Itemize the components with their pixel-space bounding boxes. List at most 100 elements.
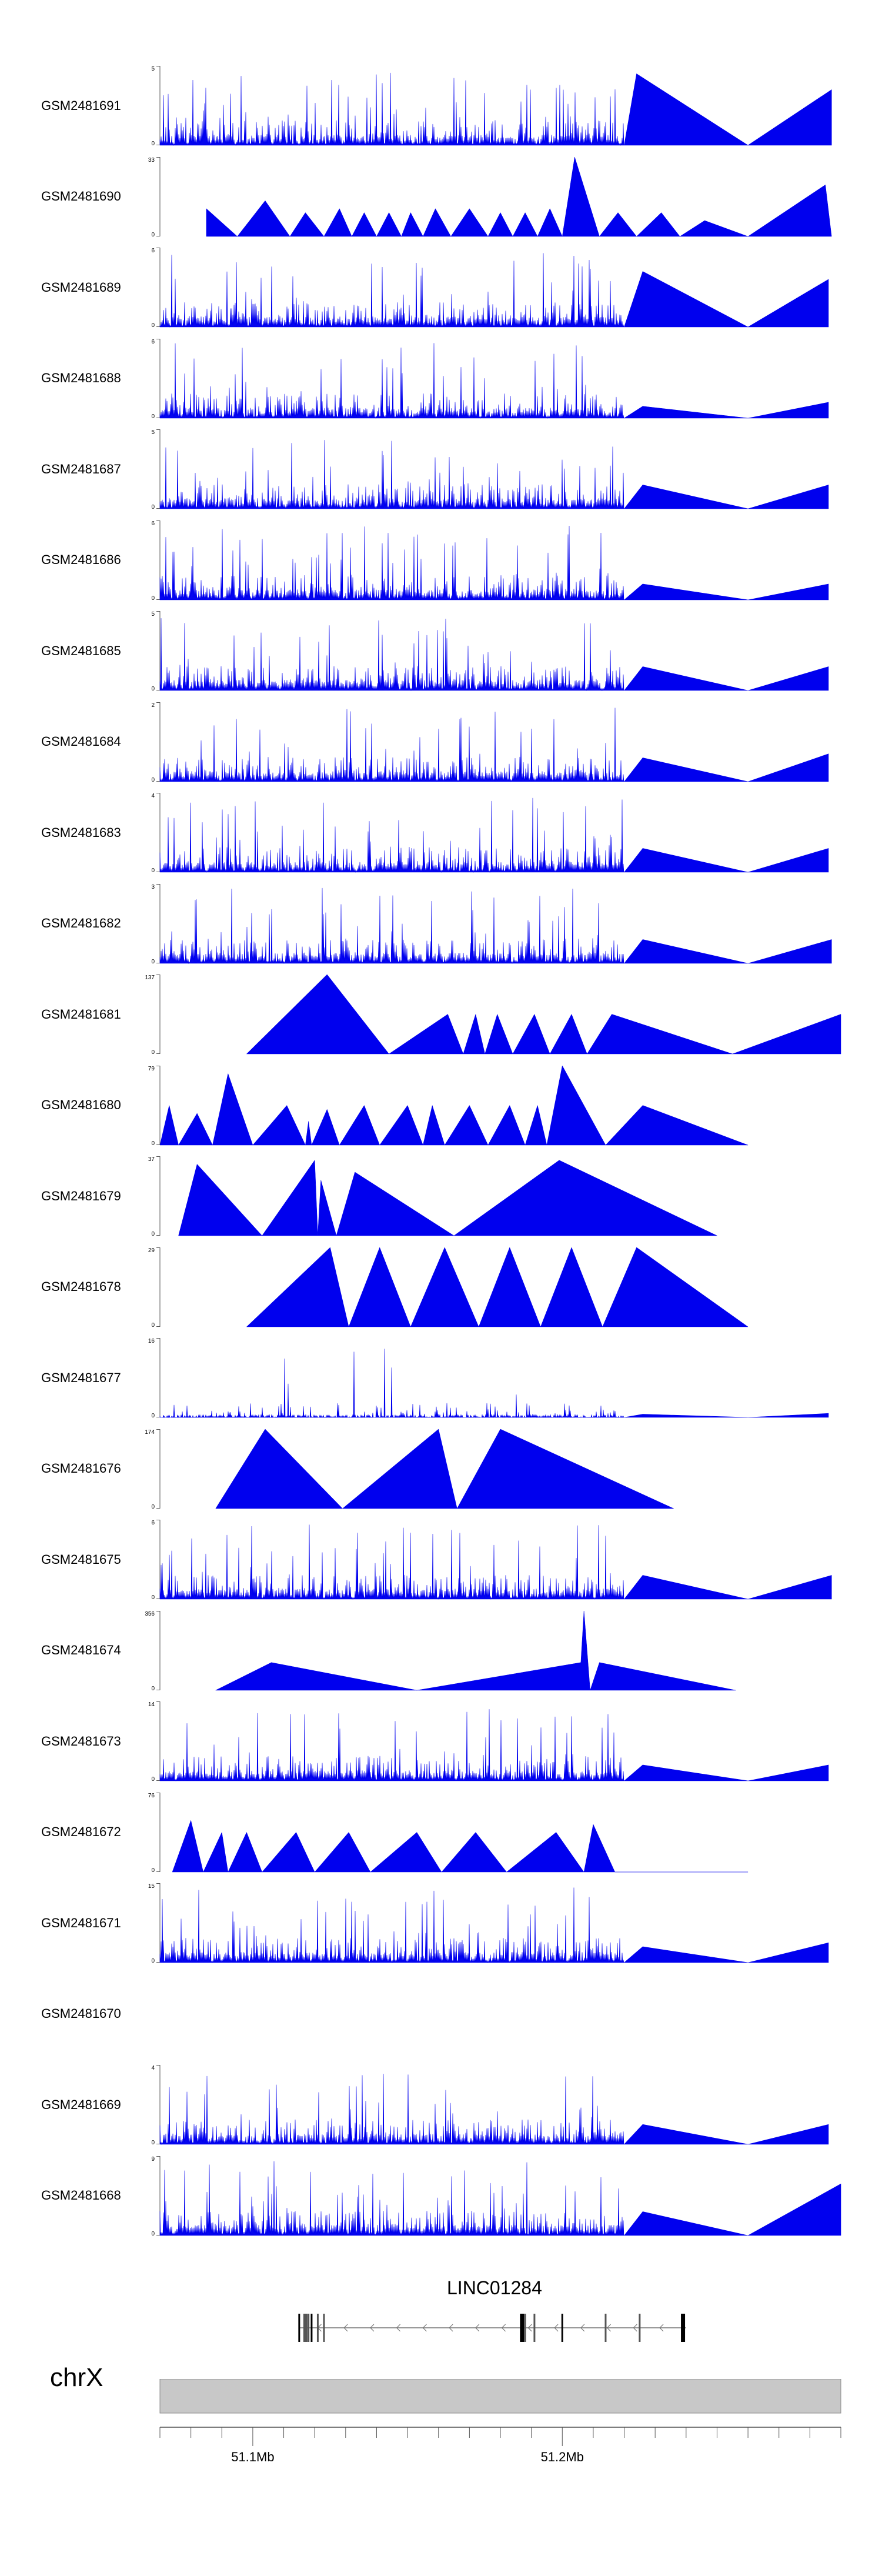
- y-max-label: 5: [151, 429, 155, 436]
- x-tick-label: 51.1Mb: [231, 2450, 274, 2464]
- coverage-area: [159, 798, 829, 873]
- track-label: GSM2481679: [41, 1188, 121, 1203]
- coverage-area: [159, 2161, 841, 2235]
- track-plot: 33 0: [148, 156, 832, 238]
- y-min-label: 0: [151, 595, 155, 602]
- y-min-label: 0: [151, 867, 155, 874]
- gene-exon: [323, 2314, 325, 2342]
- y-min-label: 0: [151, 1594, 155, 1601]
- gene-exon: [310, 2314, 313, 2342]
- track-label: GSM2481676: [41, 1461, 121, 1476]
- track-plot: 16 0: [148, 1338, 829, 1419]
- track-label: GSM2481672: [41, 1824, 121, 1839]
- coverage-area: [172, 1819, 749, 1873]
- gene-exon: [303, 2314, 308, 2342]
- y-max-label: 16: [148, 1338, 155, 1344]
- y-max-label: 15: [148, 1883, 155, 1890]
- coverage-area: [159, 1349, 829, 1419]
- gene-exon: [316, 2314, 319, 2342]
- y-max-label: 37: [148, 1156, 155, 1163]
- track-plot: 79 0: [148, 1065, 749, 1147]
- y-min-label: 0: [151, 1140, 155, 1147]
- coverage-area: [159, 440, 829, 509]
- track-label: GSM2481685: [41, 643, 121, 658]
- y-max-label: 4: [151, 2065, 155, 2071]
- y-min-label: 0: [151, 959, 155, 965]
- y-max-label: 9: [151, 2156, 155, 2163]
- y-min-label: 0: [151, 1958, 155, 1964]
- track-label: GSM2481682: [41, 916, 121, 930]
- strand-arrow: [633, 2324, 637, 2332]
- x-tick-label: 51.2Mb: [541, 2450, 584, 2464]
- y-min-label: 0: [151, 504, 155, 510]
- y-max-label: 79: [148, 1066, 155, 1072]
- track-label: GSM2481674: [41, 1643, 121, 1657]
- track-label: GSM2481677: [41, 1370, 121, 1385]
- track-label: GSM2481669: [41, 2097, 121, 2112]
- track-label: GSM2481678: [41, 1279, 121, 1294]
- gene-model: [298, 2314, 686, 2342]
- y-min-label: 0: [151, 686, 155, 692]
- strand-arrow: [475, 2324, 480, 2332]
- strand-arrow: [606, 2324, 612, 2332]
- y-min-label: 0: [151, 141, 155, 147]
- coverage-area: [246, 974, 841, 1055]
- track-label: GSM2481670: [41, 2006, 121, 2021]
- y-max-label: 6: [151, 1520, 155, 1526]
- coverage-area: [159, 1065, 749, 1146]
- y-min-label: 0: [151, 1231, 155, 1237]
- coverage-area: [215, 1429, 674, 1509]
- strand-arrow: [396, 2324, 401, 2332]
- y-max-label: 5: [151, 66, 155, 72]
- coverage-area: [159, 2074, 829, 2145]
- strand-arrow: [554, 2324, 559, 2332]
- track-plot: 356 0: [145, 1610, 736, 1692]
- track-plot: 60: [151, 520, 829, 602]
- gene-exon: [639, 2314, 641, 2342]
- track-label: GSM2481688: [41, 371, 121, 385]
- track-plot: 60: [151, 1520, 832, 1601]
- track-label: GSM2481675: [41, 1551, 121, 1567]
- y-max-label: 33: [148, 157, 155, 163]
- y-max-label: 6: [151, 520, 155, 527]
- strand-arrow: [449, 2324, 453, 2332]
- genome-axis: 51.1Mb 51.2Mb: [159, 2379, 841, 2464]
- track-label: GSM2481690: [41, 189, 121, 203]
- track-plot: 137 0: [145, 974, 841, 1056]
- gene-exon: [681, 2314, 686, 2342]
- track-plot: 90: [151, 2155, 841, 2237]
- y-max-label: 5: [151, 611, 155, 618]
- y-min-label: 0: [151, 2140, 155, 2146]
- track-plot: 60: [151, 338, 829, 420]
- track-plot: 15 0: [148, 1883, 829, 1964]
- coverage-area: [159, 72, 832, 146]
- gene-name-label: LINC01284: [447, 2277, 542, 2298]
- y-max-label: 4: [151, 793, 155, 799]
- gene-exon: [561, 2314, 563, 2342]
- coverage-area: [159, 1524, 832, 1600]
- track-plot: 76 0: [148, 1792, 749, 1874]
- track-label: GSM2481673: [41, 1733, 121, 1749]
- chromosome-label: chrX: [50, 2363, 103, 2392]
- strand-arrow: [501, 2324, 506, 2332]
- track-label: GSM2481689: [41, 279, 121, 295]
- track-plot: 50: [151, 66, 832, 147]
- strand-arrow: [343, 2324, 348, 2332]
- gene-exon: [533, 2314, 536, 2342]
- strand-arrow: [580, 2324, 585, 2332]
- coverage-area: [159, 342, 829, 419]
- y-min-label: 0: [151, 1413, 155, 1419]
- track-plot: 60: [151, 248, 829, 329]
- y-max-label: 3: [151, 884, 155, 890]
- coverage-area: [159, 618, 829, 692]
- strand-arrow: [527, 2324, 532, 2332]
- track-label: GSM2481684: [41, 734, 121, 749]
- track-plot: 37 0: [148, 1156, 717, 1237]
- coverage-area: [246, 1246, 749, 1327]
- y-min-label: 0: [151, 1686, 155, 1692]
- y-min-label: 0: [151, 413, 155, 420]
- track-label: GSM2481686: [41, 552, 121, 567]
- track-label: GSM2481671: [41, 1915, 121, 1930]
- gene-exon: [308, 2314, 310, 2342]
